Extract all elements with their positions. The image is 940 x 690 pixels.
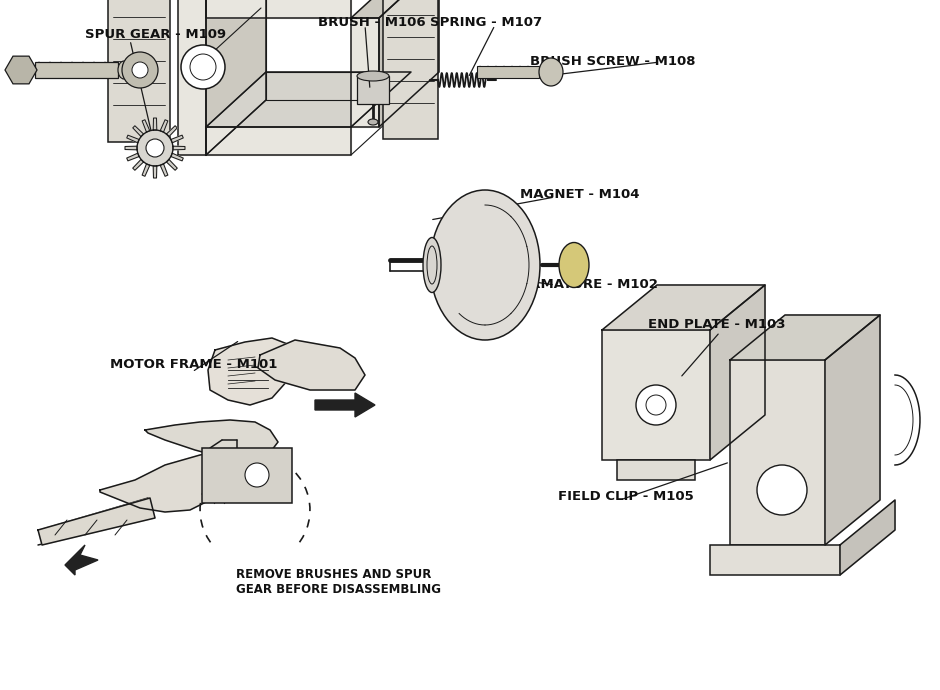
Text: MAGNET - M104: MAGNET - M104 bbox=[520, 188, 639, 201]
Circle shape bbox=[137, 130, 173, 166]
Bar bbox=[710, 545, 840, 575]
Polygon shape bbox=[315, 393, 375, 417]
Polygon shape bbox=[166, 159, 178, 170]
Ellipse shape bbox=[430, 190, 540, 340]
Bar bbox=[383, 0, 438, 139]
Polygon shape bbox=[206, 0, 266, 155]
Polygon shape bbox=[145, 420, 278, 460]
Polygon shape bbox=[208, 338, 295, 405]
Text: BRUSH SCREW - M108: BRUSH SCREW - M108 bbox=[530, 55, 696, 68]
Circle shape bbox=[757, 465, 807, 515]
Polygon shape bbox=[171, 135, 183, 143]
Circle shape bbox=[181, 45, 225, 89]
Polygon shape bbox=[166, 126, 178, 137]
Bar bbox=[602, 330, 710, 460]
Polygon shape bbox=[206, 127, 351, 155]
Polygon shape bbox=[206, 0, 351, 18]
Circle shape bbox=[122, 52, 158, 88]
Ellipse shape bbox=[368, 119, 378, 125]
Polygon shape bbox=[160, 120, 168, 132]
Text: MOTOR FRAME - M101: MOTOR FRAME - M101 bbox=[110, 358, 277, 371]
Polygon shape bbox=[171, 153, 183, 161]
Polygon shape bbox=[142, 164, 149, 176]
Polygon shape bbox=[173, 146, 185, 150]
Ellipse shape bbox=[539, 58, 563, 86]
Text: SPUR GEAR - M109: SPUR GEAR - M109 bbox=[85, 28, 227, 41]
Circle shape bbox=[636, 385, 676, 425]
Polygon shape bbox=[206, 72, 411, 127]
Circle shape bbox=[245, 463, 269, 487]
Polygon shape bbox=[351, 18, 379, 127]
Ellipse shape bbox=[357, 71, 389, 81]
Polygon shape bbox=[125, 146, 137, 150]
Polygon shape bbox=[127, 135, 139, 143]
Polygon shape bbox=[142, 120, 149, 132]
Ellipse shape bbox=[118, 61, 130, 79]
Polygon shape bbox=[710, 285, 765, 460]
Text: SPRING - M107: SPRING - M107 bbox=[430, 16, 542, 29]
Polygon shape bbox=[351, 0, 439, 18]
Text: END PLATE - M103: END PLATE - M103 bbox=[648, 318, 786, 331]
Polygon shape bbox=[160, 164, 168, 176]
Polygon shape bbox=[153, 118, 157, 130]
Text: REMOVE BRUSHES AND SPUR
GEAR BEFORE DISASSEMBLING: REMOVE BRUSHES AND SPUR GEAR BEFORE DISA… bbox=[236, 568, 441, 596]
Text: BRUSH - M106: BRUSH - M106 bbox=[318, 16, 426, 29]
Bar bbox=[35, 62, 118, 78]
Polygon shape bbox=[258, 340, 365, 390]
Polygon shape bbox=[133, 126, 144, 137]
Bar bbox=[477, 66, 539, 78]
Polygon shape bbox=[65, 545, 98, 575]
Bar bbox=[730, 360, 825, 545]
Polygon shape bbox=[840, 500, 895, 575]
Polygon shape bbox=[379, 0, 439, 127]
Polygon shape bbox=[602, 285, 765, 330]
Polygon shape bbox=[178, 0, 206, 155]
Circle shape bbox=[132, 62, 148, 78]
Polygon shape bbox=[38, 498, 155, 545]
Polygon shape bbox=[127, 153, 139, 161]
Bar bbox=[617, 460, 695, 480]
Polygon shape bbox=[825, 315, 880, 545]
Circle shape bbox=[146, 139, 164, 157]
Ellipse shape bbox=[423, 237, 441, 293]
Polygon shape bbox=[153, 166, 157, 178]
Bar bbox=[202, 448, 292, 503]
Bar bbox=[357, 76, 389, 104]
Polygon shape bbox=[133, 159, 144, 170]
Polygon shape bbox=[100, 450, 225, 512]
Bar bbox=[108, 0, 170, 142]
Polygon shape bbox=[730, 315, 880, 360]
Ellipse shape bbox=[559, 242, 589, 288]
Text: ARMATURE - M102: ARMATURE - M102 bbox=[520, 278, 658, 291]
Text: FIELD CLIP - M105: FIELD CLIP - M105 bbox=[558, 490, 694, 503]
